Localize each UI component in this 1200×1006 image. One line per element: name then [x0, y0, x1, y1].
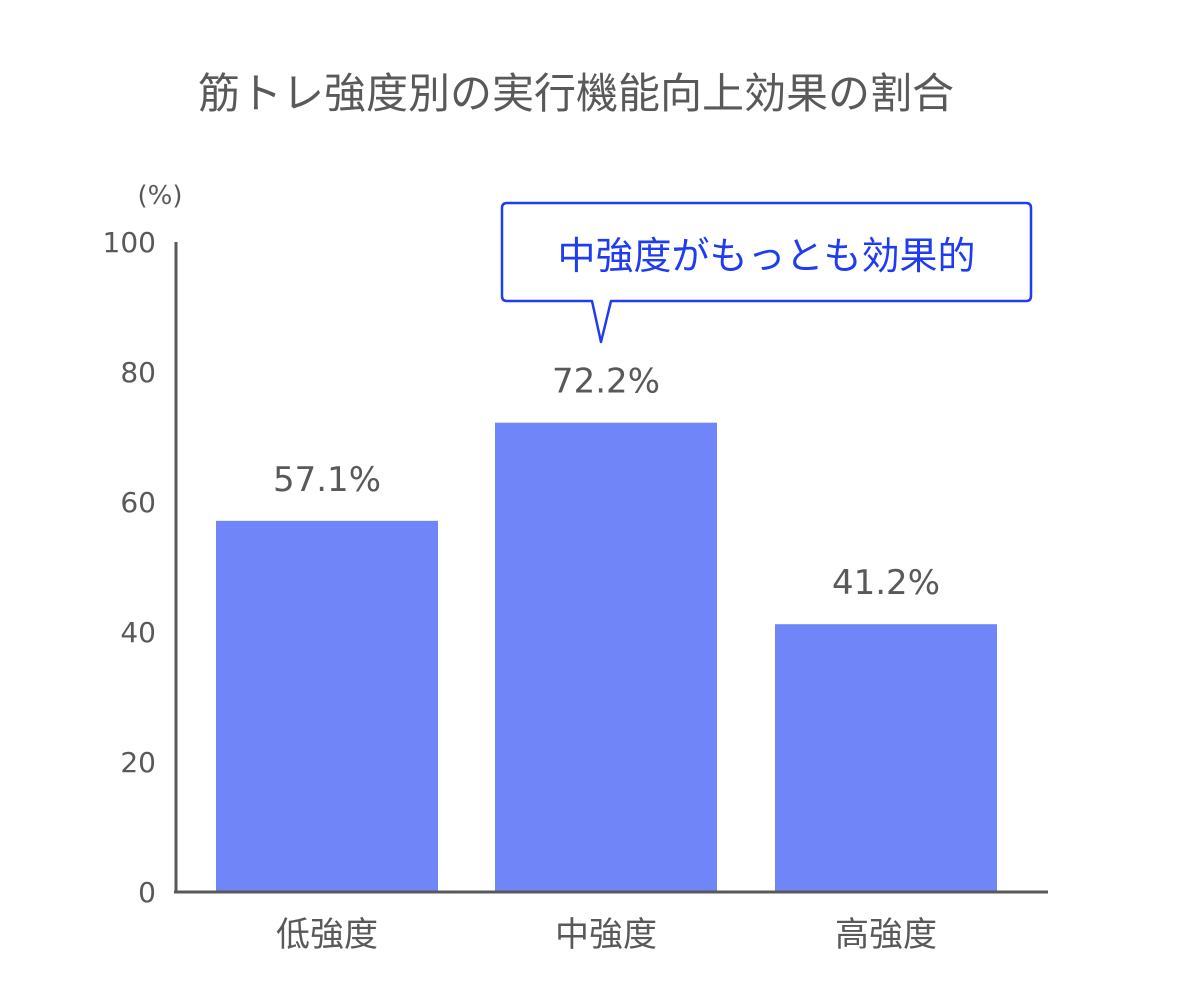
value-label-3: 41.2% [832, 563, 940, 603]
category-label-1: 低強度 [276, 915, 378, 955]
x-axis-category-labels: 低強度 中強度 高強度 [276, 915, 937, 955]
chart-title: 筋トレ強度別の実行機能向上効果の割合 [198, 69, 954, 118]
callout-text: 中強度がもっとも効果的 [557, 234, 975, 278]
category-label-2: 中強度 [555, 915, 657, 955]
y-tick-label-0: 0 [138, 876, 156, 909]
y-tick-label-20: 20 [120, 746, 156, 779]
bar-1 [216, 520, 438, 892]
y-axis-unit-label: (%) [138, 181, 183, 211]
callout-bubble [500, 201, 1033, 344]
y-tick-label-40: 40 [120, 616, 156, 649]
y-tick-label-60: 60 [120, 486, 156, 519]
category-label-3: 高強度 [835, 915, 937, 955]
value-label-2: 72.2% [552, 362, 660, 402]
callout-annotation: 中強度がもっとも効果的 [500, 201, 1033, 344]
y-axis-ticks: 0 20 40 60 80 100 [103, 226, 156, 909]
bar-2 [495, 422, 717, 892]
value-labels: 57.1% 72.2% 41.2% [273, 362, 940, 604]
value-label-1: 57.1% [273, 460, 381, 500]
y-tick-label-100: 100 [103, 226, 156, 259]
y-tick-label-80: 80 [120, 356, 156, 389]
bar-3 [775, 624, 997, 892]
bars [216, 422, 997, 892]
